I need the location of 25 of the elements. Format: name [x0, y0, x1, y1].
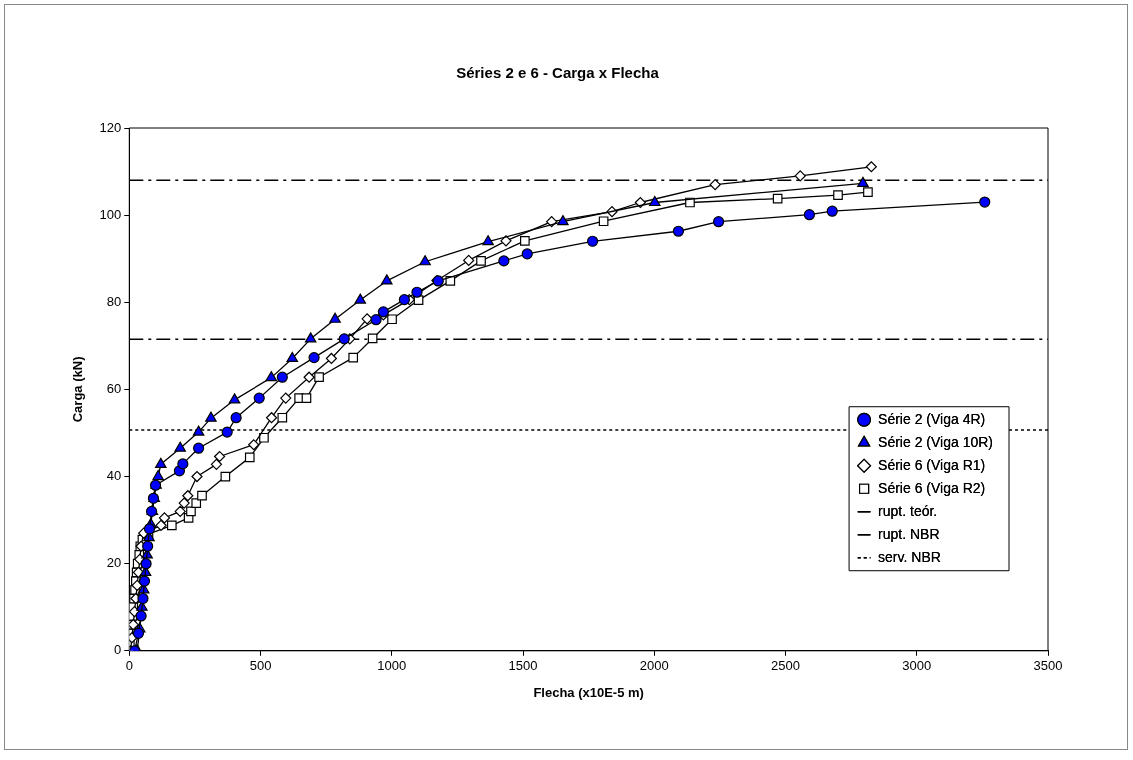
y-tick-label: 100: [99, 206, 122, 222]
y-tick-label: 80: [106, 293, 122, 309]
y-tick-label: 60: [106, 380, 122, 396]
legend-label: serv. NBR: [878, 548, 941, 565]
chart-title: Séries 2 e 6 - Carga x Flecha: [456, 64, 660, 82]
x-tick-label: 2000: [639, 658, 669, 674]
legend-label: rupt. teór.: [878, 502, 938, 519]
x-tick-label: 0: [125, 658, 133, 674]
y-tick-label: 0: [114, 642, 122, 658]
y-tick-label: 40: [106, 468, 122, 484]
legend-label: Série 2 (Viga 10R): [878, 433, 994, 450]
x-tick-label: 500: [249, 658, 272, 674]
x-tick-label: 2500: [771, 658, 800, 674]
legend-label: Série 2 (Viga 4R): [878, 410, 986, 427]
x-tick-label: 1500: [508, 658, 538, 674]
x-tick-label: 1000: [377, 658, 407, 674]
x-tick-label: 3500: [1033, 658, 1063, 674]
y-tick-label: 20: [106, 555, 122, 571]
y-tick-label: 120: [99, 119, 122, 135]
legend-label: Série 6 (Viga R1): [878, 456, 986, 473]
legend-label: rupt. NBR: [878, 525, 940, 542]
x-tick-label: 3000: [902, 658, 932, 674]
x-axis-title: Flecha (x10E-5 m): [533, 684, 644, 700]
y-axis-title: Carga (kN): [70, 356, 86, 423]
legend-label: Série 6 (Viga R2): [878, 479, 986, 496]
